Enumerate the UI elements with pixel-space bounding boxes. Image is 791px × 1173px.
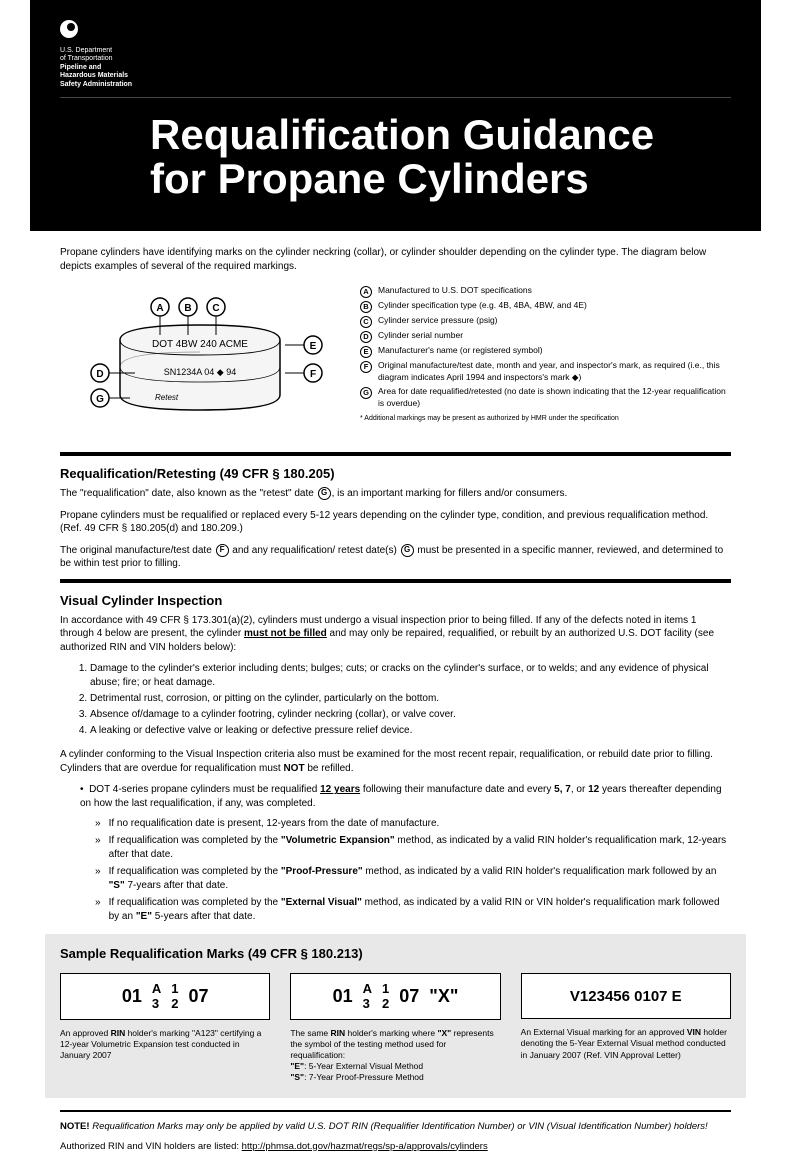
mark-box: V123456 0107 E [521, 973, 731, 1019]
svg-text:D: D [96, 369, 103, 380]
visual-bullet: • DOT 4-series propane cylinders must be… [80, 783, 731, 811]
svg-text:G: G [96, 394, 104, 405]
divider [60, 579, 731, 583]
divider [60, 452, 731, 456]
legend-key-icon: E [360, 346, 372, 358]
agency-line: U.S. Department [60, 47, 731, 55]
list-item: Detrimental rust, corrosion, or pitting … [90, 692, 731, 706]
legend-item: E Manufacturer's name (or registered symb… [360, 345, 731, 358]
document-title: Requalification Guidance for Propane Cyl… [60, 113, 731, 201]
visual-inspection-list: Damage to the cylinder's exterior includ… [90, 662, 731, 738]
legend-footnote: * Additional markings may be present as … [360, 414, 731, 424]
marks-row: 01 A1 32 07 An approved RIN holder's mar… [60, 973, 731, 1083]
legend-item: D Cylinder serial number [360, 330, 731, 343]
header-top: U.S. Department of Transportation Pipeli… [60, 20, 731, 98]
legend-text: Cylinder serial number [378, 330, 463, 343]
mark-box: 01 A1 32 07 "X" [290, 973, 500, 1020]
legend-key-icon: D [360, 331, 372, 343]
visual-p2: A cylinder conforming to the Visual Insp… [60, 748, 731, 775]
legend-item: B Cylinder specification type (e.g. 4B, 4… [360, 300, 731, 313]
svg-text:B: B [184, 303, 191, 314]
legend-text: Manufacturer's name (or registered symbo… [378, 345, 543, 358]
svg-text:A: A [156, 303, 163, 314]
legend-key-icon: G [360, 387, 372, 399]
legend-key-icon: C [360, 316, 372, 328]
title-line: for Propane Cylinders [150, 157, 731, 201]
circle-f-icon: F [216, 544, 229, 557]
circle-g-icon: G [318, 487, 331, 500]
visual-sub-bullets: If no requalification date is present, 1… [95, 817, 731, 924]
svg-text:Retest: Retest [155, 393, 179, 402]
legend-key-icon: A [360, 286, 372, 298]
cylinder-diagram: DOT 4BW 240 ACME SN1234A 04 ◆ 94 Retest … [60, 285, 340, 440]
mark-desc: An approved RIN holder's marking "A123" … [60, 1028, 270, 1061]
agency-line: Safety Administration [60, 81, 731, 89]
visual-p1: In accordance with 49 CFR § 173.301(a)(2… [60, 614, 731, 655]
dot-logo-icon [60, 20, 78, 38]
circle-g-icon: G [401, 544, 414, 557]
svg-text:C: C [212, 303, 219, 314]
footer-note: NOTE! Requalification Marks may only be … [60, 1120, 731, 1133]
legend-text: Manufactured to U.S. DOT specifications [378, 285, 532, 298]
title-line: Requalification Guidance [150, 113, 731, 157]
legend-text: Cylinder service pressure (psig) [378, 315, 498, 328]
list-item: Absence of/damage to a cylinder footring… [90, 708, 731, 722]
agency-line: Pipeline and [60, 64, 731, 72]
list-item: Damage to the cylinder's exterior includ… [90, 662, 731, 690]
mark-col-2: 01 A1 32 07 "X" The same RIN holder's ma… [290, 973, 500, 1083]
diagram-row: DOT 4BW 240 ACME SN1234A 04 ◆ 94 Retest … [60, 285, 731, 440]
section-heading-requalification: Requalification/Retesting (49 CFR § 180.… [60, 466, 731, 481]
agency-line: Hazardous Materials [60, 72, 731, 80]
sub-bullet: If requalification was completed by the … [95, 865, 731, 893]
legend-item: C Cylinder service pressure (psig) [360, 315, 731, 328]
mark-desc: An External Visual marking for an approv… [521, 1027, 731, 1060]
document-header: U.S. Department of Transportation Pipeli… [30, 0, 761, 231]
mark-col-3: V123456 0107 E An External Visual markin… [521, 973, 731, 1083]
agency-line: of Transportation [60, 55, 731, 63]
agency-block: U.S. Department of Transportation Pipeli… [60, 47, 731, 89]
sample-marks-section: Sample Requalification Marks (49 CFR § 1… [45, 934, 746, 1098]
sub-bullet: If requalification was completed by the … [95, 896, 731, 924]
legend-text: Area for date requalified/retested (no d… [378, 386, 731, 410]
sample-heading: Sample Requalification Marks (49 CFR § 1… [60, 946, 731, 961]
cylinders-link[interactable]: http://phmsa.dot.gov/hazmat/regs/sp-a/ap… [242, 1141, 488, 1152]
legend-text: Cylinder specification type (e.g. 4B, 4B… [378, 300, 587, 313]
requal-p2: Propane cylinders must be requalified or… [60, 509, 731, 536]
list-item: A leaking or defective valve or leaking … [90, 724, 731, 738]
requal-p1: The "requalification" date, also known a… [60, 487, 731, 501]
svg-text:F: F [310, 369, 316, 380]
intro-paragraph: Propane cylinders have identifying marks… [60, 246, 731, 273]
legend-text: Original manufacture/test date, month an… [378, 360, 731, 384]
footer-auth: Authorized RIN and VIN holders are liste… [60, 1140, 731, 1153]
section-heading-visual: Visual Cylinder Inspection [60, 593, 731, 608]
requal-p3: The original manufacture/test date F and… [60, 544, 731, 571]
svg-text:DOT 4BW 240 ACME: DOT 4BW 240 ACME [152, 339, 248, 350]
legend-item: G Area for date requalified/retested (no … [360, 386, 731, 410]
legend-item: A Manufactured to U.S. DOT specifications [360, 285, 731, 298]
sub-bullet: If requalification was completed by the … [95, 834, 731, 862]
mark-col-1: 01 A1 32 07 An approved RIN holder's mar… [60, 973, 270, 1083]
divider [60, 1110, 731, 1112]
legend-key-icon: F [360, 361, 372, 373]
legend-item: F Original manufacture/test date, month a… [360, 360, 731, 384]
svg-text:SN1234A 04 ◆ 94: SN1234A 04 ◆ 94 [164, 367, 236, 377]
diagram-legend: A Manufactured to U.S. DOT specifications… [360, 285, 731, 440]
mark-desc: The same RIN holder's marking where "X" … [290, 1028, 500, 1083]
sub-bullet: If no requalification date is present, 1… [95, 817, 731, 831]
mark-box: 01 A1 32 07 [60, 973, 270, 1020]
document-body: Propane cylinders have identifying marks… [0, 231, 791, 1173]
svg-text:E: E [310, 341, 317, 352]
legend-key-icon: B [360, 301, 372, 313]
